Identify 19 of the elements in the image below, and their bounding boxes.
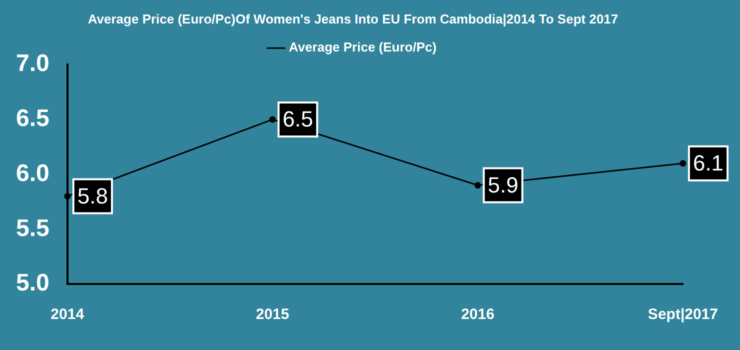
data-label: 5.9: [488, 172, 518, 198]
y-tick-label: 5.0: [16, 270, 50, 297]
data-label: 6.5: [282, 106, 314, 132]
x-tick-label: Sept|2017: [648, 306, 718, 324]
x-tick-label: 2015: [256, 306, 290, 324]
x-tick-label: 2014: [50, 306, 85, 324]
y-tick-label: 5.5: [16, 214, 50, 242]
chart-title: Average Price (Euro/Pc)Of Women's Jeans Into EU From Cambodia|2014 To Sept 2017: [88, 11, 618, 26]
y-tick-label: 6.5: [16, 105, 50, 132]
y-tick-label: 6.0: [16, 160, 50, 187]
legend-label: Average Price (Euro/Pc): [288, 40, 437, 55]
point: [474, 182, 482, 189]
point: [64, 192, 71, 200]
y-tick-label: 7.0: [16, 50, 50, 78]
data-label: 6.1: [692, 150, 724, 176]
data-label: 5.8: [77, 183, 108, 208]
x-tick-label: 2016: [461, 306, 494, 324]
point: [269, 116, 276, 123]
point: [680, 160, 686, 167]
